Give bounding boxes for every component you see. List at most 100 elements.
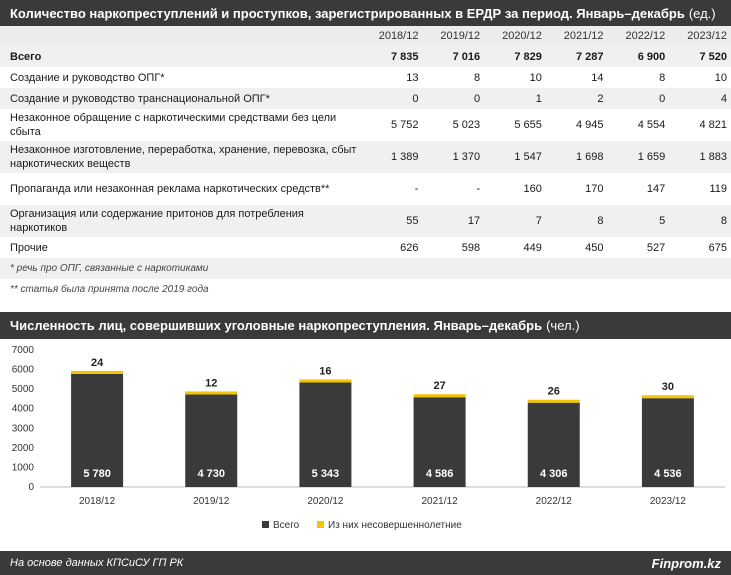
cell-value: 8 bbox=[545, 205, 608, 237]
y-tick-label: 6000 bbox=[12, 365, 35, 376]
table-row: Организация или содержание притонов для … bbox=[0, 205, 731, 237]
x-tick-label: 2021/12 bbox=[422, 496, 459, 507]
data-label-minor: 12 bbox=[205, 377, 217, 389]
source-text: На основе данных КПСиСУ ГП РК bbox=[10, 557, 184, 569]
y-tick-label: 7000 bbox=[12, 345, 35, 356]
row-label: Всего bbox=[0, 46, 361, 67]
cell-value: 1 698 bbox=[545, 141, 608, 173]
table-row: Всего 7 835 7 016 7 829 7 287 6 900 7 520 bbox=[0, 46, 731, 67]
cell-value: 10 bbox=[714, 71, 727, 84]
data-label-total: 5 343 bbox=[312, 468, 340, 480]
data-label-minor: 24 bbox=[91, 357, 104, 369]
bar-total bbox=[299, 382, 352, 487]
legend-swatch-minor bbox=[317, 521, 324, 528]
cell-value: 626 bbox=[400, 241, 419, 254]
cell-value: 1 883 bbox=[669, 141, 731, 173]
cell-value: 0 bbox=[607, 88, 670, 109]
x-tick-label: 2018/12 bbox=[79, 496, 116, 507]
cell-value: 598 bbox=[461, 241, 481, 254]
header-year: 2023/12 bbox=[669, 26, 731, 46]
table-unit: (ед.) bbox=[688, 5, 716, 21]
cell-value: 449 bbox=[523, 241, 542, 254]
footer: На основе данных КПСиСУ ГП РК Finprom.kz bbox=[0, 551, 731, 575]
crime-table: 2018/12 2019/12 2020/12 2021/12 2022/12 … bbox=[0, 26, 731, 300]
data-label-minor: 27 bbox=[433, 380, 445, 392]
bar-minor bbox=[413, 394, 466, 398]
cell-value: 55 bbox=[360, 205, 423, 237]
cell-value: - bbox=[476, 183, 481, 195]
cell-value: 8 bbox=[659, 71, 666, 84]
table-title: Количество наркопреступлений и проступко… bbox=[10, 5, 685, 21]
x-tick-label: 2022/12 bbox=[536, 496, 573, 507]
y-tick-label: 2000 bbox=[12, 443, 35, 454]
cell-value: 5 bbox=[607, 205, 670, 237]
y-tick-label: 5000 bbox=[12, 384, 35, 395]
cell-value: 7 287 bbox=[545, 46, 608, 67]
table-title-bar: Количество наркопреступлений и проступко… bbox=[0, 0, 731, 26]
y-tick-label: 0 bbox=[28, 482, 34, 493]
cell-value: - bbox=[414, 183, 419, 195]
cell-value: 4 bbox=[669, 88, 731, 109]
data-label-minor: 16 bbox=[319, 365, 331, 377]
cell-value: 5 655 bbox=[514, 119, 542, 131]
cell-value: 527 bbox=[646, 241, 666, 254]
cell-value: 1 bbox=[484, 88, 546, 109]
bar-minor bbox=[71, 370, 124, 374]
x-tick-label: 2020/12 bbox=[307, 496, 344, 507]
y-tick-label: 1000 bbox=[12, 462, 35, 473]
y-tick-label: 3000 bbox=[12, 423, 35, 434]
bar-minor bbox=[527, 399, 580, 403]
cell-value: 450 bbox=[585, 241, 604, 254]
legend-label-minor: Из них несовершеннолетние bbox=[328, 520, 462, 531]
cell-value: 1 389 bbox=[360, 141, 423, 173]
data-label-total: 5 780 bbox=[83, 468, 111, 480]
row-label: Пропаганда или незаконная реклама наркот… bbox=[10, 183, 330, 195]
cell-value: 1 659 bbox=[607, 141, 670, 173]
cell-value: 7 bbox=[484, 205, 546, 237]
bar-chart: 0 1000 2000 3000 4000 5000 6000 7000 5 780 24 2018… bbox=[12, 345, 725, 531]
cell-value: 10 bbox=[529, 71, 542, 84]
cell-value: 7 829 bbox=[484, 46, 546, 67]
cell-value: 1 547 bbox=[484, 141, 546, 173]
table-row: Прочие 626 598 449 450 527 675 bbox=[0, 237, 731, 258]
y-tick-label: 4000 bbox=[12, 404, 35, 415]
legend-swatch-total bbox=[262, 521, 269, 528]
header-year: 2018/12 bbox=[360, 26, 423, 46]
cell-value: 7 520 bbox=[669, 46, 731, 67]
data-label-total: 4 306 bbox=[540, 468, 568, 480]
row-label: Создание и руководство транснациональной… bbox=[0, 88, 361, 109]
cell-value: 2 bbox=[545, 88, 608, 109]
table-row: Создание и руководство ОПГ* 13 8 10 14 8 10 bbox=[0, 67, 731, 88]
cell-value: 6 900 bbox=[607, 46, 670, 67]
table-header-row: 2018/12 2019/12 2020/12 2021/12 2022/12 … bbox=[0, 26, 731, 46]
cell-value: 5 752 bbox=[390, 119, 419, 131]
cell-value: 17 bbox=[422, 205, 485, 237]
header-year: 2021/12 bbox=[545, 26, 608, 46]
cell-value: 14 bbox=[591, 71, 604, 84]
chart-title-bar: Численность лиц, совершивших уголовные н… bbox=[0, 312, 731, 339]
cell-value: 675 bbox=[708, 241, 727, 254]
chart-title: Численность лиц, совершивших уголовные н… bbox=[10, 318, 543, 333]
data-label-minor: 30 bbox=[662, 381, 674, 393]
cell-value: 8 bbox=[474, 71, 481, 84]
cell-value: 170 bbox=[585, 183, 604, 195]
cell-value: 13 bbox=[406, 71, 419, 84]
data-label-minor: 26 bbox=[548, 386, 560, 398]
cell-value: 5 023 bbox=[452, 119, 481, 131]
cell-value: 4 821 bbox=[699, 119, 727, 131]
bar-total bbox=[527, 402, 580, 487]
cell-value: 160 bbox=[523, 183, 542, 195]
table-row: Пропаганда или незаконная реклама наркот… bbox=[0, 173, 731, 205]
footnote-row: * речь про ОПГ, связанные с наркотиками bbox=[0, 258, 731, 279]
footnote: ** статья была принята после 2019 года bbox=[10, 284, 209, 295]
row-label: Незаконное изготовление, переработка, хр… bbox=[0, 141, 361, 173]
bar-total bbox=[413, 397, 466, 487]
footnote: * речь про ОПГ, связанные с наркотиками bbox=[0, 258, 731, 279]
header-year: 2019/12 bbox=[422, 26, 485, 46]
data-label-total: 4 586 bbox=[426, 468, 454, 480]
cell-value: 147 bbox=[646, 183, 666, 195]
chart-unit: (чел.) bbox=[546, 318, 580, 333]
row-label: Организация или содержание притонов для … bbox=[0, 205, 361, 237]
cell-value: 0 bbox=[360, 88, 423, 109]
cell-value: 0 bbox=[422, 88, 485, 109]
